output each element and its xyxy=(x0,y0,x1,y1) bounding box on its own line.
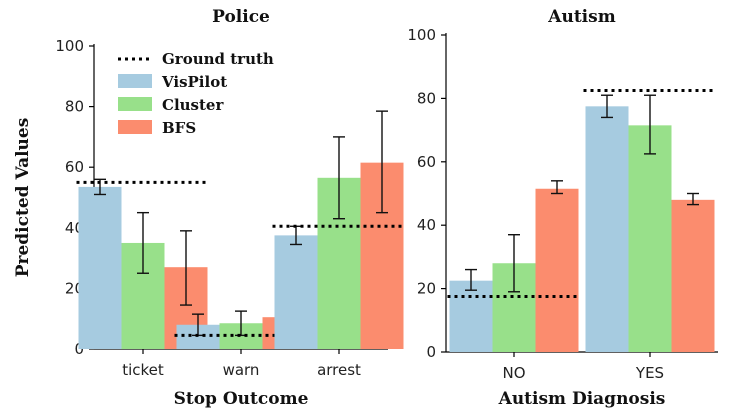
legend-label-ground-truth: Ground truth xyxy=(162,50,274,68)
bar-cluster-yes xyxy=(628,125,672,352)
bar-vispilot-yes xyxy=(585,106,629,352)
y-tick-label: 100 xyxy=(407,26,436,44)
legend: Ground truth VisPilot Cluster BFS xyxy=(118,50,274,137)
legend-swatch-bfs xyxy=(118,120,152,134)
legend-swatch-vispilot xyxy=(118,74,152,88)
y-tick-label: 40 xyxy=(417,216,436,234)
chart-title: Autism xyxy=(547,7,615,27)
legend-label-bfs: BFS xyxy=(162,119,196,137)
x-tick-label: YES xyxy=(635,364,664,382)
y-axis-title: Predicted Values xyxy=(13,118,33,278)
y-tick-label: 80 xyxy=(417,89,436,107)
chart-police: 020406080100ticketwarnarrestPoliceStop O… xyxy=(13,7,406,409)
bar-bfs-yes xyxy=(671,199,715,352)
x-tick-label: NO xyxy=(502,364,525,382)
y-tick-label: 0 xyxy=(426,343,436,361)
y-tick-label: 100 xyxy=(55,37,84,55)
legend-label-cluster: Cluster xyxy=(162,96,224,114)
x-tick-label: warn xyxy=(223,361,260,379)
y-tick-label: 60 xyxy=(65,158,84,176)
bar-vispilot-no xyxy=(449,280,493,352)
x-axis-title: Stop Outcome xyxy=(174,389,309,409)
bar-vispilot-ticket xyxy=(78,186,122,349)
x-axis-title: Autism Diagnosis xyxy=(498,389,666,409)
chart-autism: 0 20 40 60 80 100 NO YES Autism Autism Diagnosis xyxy=(407,7,718,409)
x-tick-label: arrest xyxy=(317,361,361,379)
y-tick-label: 60 xyxy=(417,153,436,171)
bar-bfs-no xyxy=(535,188,579,352)
y-tick-label: 80 xyxy=(65,98,84,116)
bar-vispilot-arrest xyxy=(274,235,318,349)
legend-label-vispilot: VisPilot xyxy=(161,73,227,91)
y-tick-label: 20 xyxy=(417,280,436,298)
legend-swatch-cluster xyxy=(118,97,152,111)
chart-title: Police xyxy=(212,7,270,27)
x-tick-label: ticket xyxy=(122,361,164,379)
